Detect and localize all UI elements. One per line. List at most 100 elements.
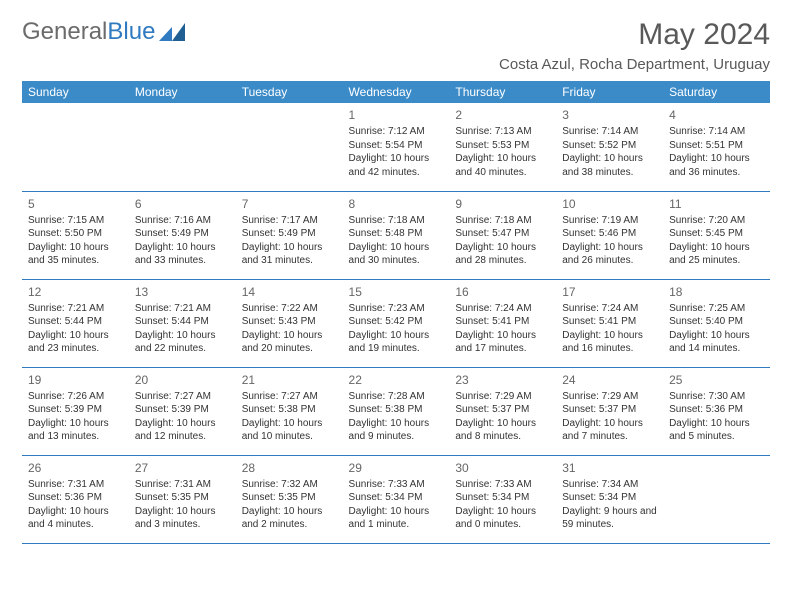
calendar-cell: 19Sunrise: 7:26 AMSunset: 5:39 PMDayligh…: [22, 367, 129, 455]
day-number: 4: [669, 107, 764, 123]
calendar-cell: 26Sunrise: 7:31 AMSunset: 5:36 PMDayligh…: [22, 455, 129, 543]
day-number: 6: [135, 196, 230, 212]
weekday-header: Saturday: [663, 81, 770, 103]
day-number: 2: [455, 107, 550, 123]
sunrise-line: Sunrise: 7:23 AM: [349, 302, 444, 316]
calendar-cell: [663, 455, 770, 543]
sunset-line: Sunset: 5:45 PM: [669, 227, 764, 241]
day-number: 28: [242, 460, 337, 476]
weekday-header: Wednesday: [343, 81, 450, 103]
sunrise-line: Sunrise: 7:31 AM: [135, 478, 230, 492]
sunset-line: Sunset: 5:38 PM: [349, 403, 444, 417]
sunrise-line: Sunrise: 7:17 AM: [242, 214, 337, 228]
calendar-cell: 7Sunrise: 7:17 AMSunset: 5:49 PMDaylight…: [236, 191, 343, 279]
calendar-cell: 10Sunrise: 7:19 AMSunset: 5:46 PMDayligh…: [556, 191, 663, 279]
calendar-week-row: 5Sunrise: 7:15 AMSunset: 5:50 PMDaylight…: [22, 191, 770, 279]
sunrise-line: Sunrise: 7:14 AM: [669, 125, 764, 139]
daylight-line: Daylight: 10 hours and 20 minutes.: [242, 329, 337, 356]
calendar-cell: 31Sunrise: 7:34 AMSunset: 5:34 PMDayligh…: [556, 455, 663, 543]
sunset-line: Sunset: 5:44 PM: [135, 315, 230, 329]
daylight-line: Daylight: 10 hours and 25 minutes.: [669, 241, 764, 268]
day-number: 21: [242, 372, 337, 388]
sunrise-line: Sunrise: 7:27 AM: [135, 390, 230, 404]
day-number: 12: [28, 284, 123, 300]
sunset-line: Sunset: 5:34 PM: [349, 491, 444, 505]
day-number: 15: [349, 284, 444, 300]
calendar-cell: 4Sunrise: 7:14 AMSunset: 5:51 PMDaylight…: [663, 103, 770, 191]
sunrise-line: Sunrise: 7:18 AM: [349, 214, 444, 228]
weekday-header: Sunday: [22, 81, 129, 103]
daylight-line: Daylight: 10 hours and 7 minutes.: [562, 417, 657, 444]
daylight-line: Daylight: 10 hours and 5 minutes.: [669, 417, 764, 444]
sunset-line: Sunset: 5:37 PM: [455, 403, 550, 417]
sunset-line: Sunset: 5:34 PM: [455, 491, 550, 505]
sunrise-line: Sunrise: 7:25 AM: [669, 302, 764, 316]
sunrise-line: Sunrise: 7:21 AM: [135, 302, 230, 316]
daylight-line: Daylight: 10 hours and 33 minutes.: [135, 241, 230, 268]
day-number: 26: [28, 460, 123, 476]
day-number: 5: [28, 196, 123, 212]
calendar-cell: [129, 103, 236, 191]
daylight-line: Daylight: 10 hours and 16 minutes.: [562, 329, 657, 356]
sunrise-line: Sunrise: 7:18 AM: [455, 214, 550, 228]
logo: GeneralBlue: [22, 18, 185, 46]
sunrise-line: Sunrise: 7:24 AM: [562, 302, 657, 316]
day-number: 20: [135, 372, 230, 388]
sunrise-line: Sunrise: 7:28 AM: [349, 390, 444, 404]
calendar-cell: 2Sunrise: 7:13 AMSunset: 5:53 PMDaylight…: [449, 103, 556, 191]
sunset-line: Sunset: 5:35 PM: [242, 491, 337, 505]
day-number: 23: [455, 372, 550, 388]
sunset-line: Sunset: 5:39 PM: [135, 403, 230, 417]
weekday-header: Friday: [556, 81, 663, 103]
sunset-line: Sunset: 5:34 PM: [562, 491, 657, 505]
day-number: 19: [28, 372, 123, 388]
location: Costa Azul, Rocha Department, Uruguay: [499, 56, 770, 73]
sunset-line: Sunset: 5:49 PM: [135, 227, 230, 241]
calendar-cell: 30Sunrise: 7:33 AMSunset: 5:34 PMDayligh…: [449, 455, 556, 543]
day-number: 13: [135, 284, 230, 300]
daylight-line: Daylight: 10 hours and 23 minutes.: [28, 329, 123, 356]
day-number: 16: [455, 284, 550, 300]
day-number: 30: [455, 460, 550, 476]
sunrise-line: Sunrise: 7:32 AM: [242, 478, 337, 492]
sunrise-line: Sunrise: 7:24 AM: [455, 302, 550, 316]
daylight-line: Daylight: 10 hours and 35 minutes.: [28, 241, 123, 268]
calendar-cell: 18Sunrise: 7:25 AMSunset: 5:40 PMDayligh…: [663, 279, 770, 367]
daylight-line: Daylight: 10 hours and 1 minute.: [349, 505, 444, 532]
weekday-header: Monday: [129, 81, 236, 103]
weekday-header: Tuesday: [236, 81, 343, 103]
logo-icon: [159, 23, 185, 41]
sunrise-line: Sunrise: 7:20 AM: [669, 214, 764, 228]
daylight-line: Daylight: 10 hours and 17 minutes.: [455, 329, 550, 356]
daylight-line: Daylight: 10 hours and 31 minutes.: [242, 241, 337, 268]
calendar-cell: [236, 103, 343, 191]
calendar-cell: 25Sunrise: 7:30 AMSunset: 5:36 PMDayligh…: [663, 367, 770, 455]
weekday-row: SundayMondayTuesdayWednesdayThursdayFrid…: [22, 81, 770, 103]
calendar-cell: 9Sunrise: 7:18 AMSunset: 5:47 PMDaylight…: [449, 191, 556, 279]
sunrise-line: Sunrise: 7:29 AM: [455, 390, 550, 404]
sunset-line: Sunset: 5:54 PM: [349, 139, 444, 153]
sunrise-line: Sunrise: 7:22 AM: [242, 302, 337, 316]
sunset-line: Sunset: 5:36 PM: [28, 491, 123, 505]
daylight-line: Daylight: 10 hours and 40 minutes.: [455, 152, 550, 179]
daylight-line: Daylight: 10 hours and 0 minutes.: [455, 505, 550, 532]
sunset-line: Sunset: 5:38 PM: [242, 403, 337, 417]
day-number: 18: [669, 284, 764, 300]
calendar-cell: 23Sunrise: 7:29 AMSunset: 5:37 PMDayligh…: [449, 367, 556, 455]
day-number: 22: [349, 372, 444, 388]
sunrise-line: Sunrise: 7:21 AM: [28, 302, 123, 316]
calendar-week-row: 12Sunrise: 7:21 AMSunset: 5:44 PMDayligh…: [22, 279, 770, 367]
daylight-line: Daylight: 10 hours and 36 minutes.: [669, 152, 764, 179]
calendar-cell: 15Sunrise: 7:23 AMSunset: 5:42 PMDayligh…: [343, 279, 450, 367]
sunset-line: Sunset: 5:37 PM: [562, 403, 657, 417]
sunset-line: Sunset: 5:49 PM: [242, 227, 337, 241]
sunrise-line: Sunrise: 7:13 AM: [455, 125, 550, 139]
calendar-cell: 22Sunrise: 7:28 AMSunset: 5:38 PMDayligh…: [343, 367, 450, 455]
header: GeneralBlue May 2024 Costa Azul, Rocha D…: [22, 18, 770, 73]
calendar-week-row: 26 Sunrise: 7:31 AM Sunset: 5:36 PM Dayligh…: [22, 455, 770, 543]
day-number: 31: [562, 460, 657, 476]
sunrise-line: Sunrise: 7:30 AM: [669, 390, 764, 404]
calendar-body: 1Sunrise: 7:12 AMSunset: 5:54 PMDaylight…: [22, 103, 770, 543]
sunrise-line: Sunrise: 7:34 AM: [562, 478, 657, 492]
logo-text-1: General: [22, 18, 107, 46]
